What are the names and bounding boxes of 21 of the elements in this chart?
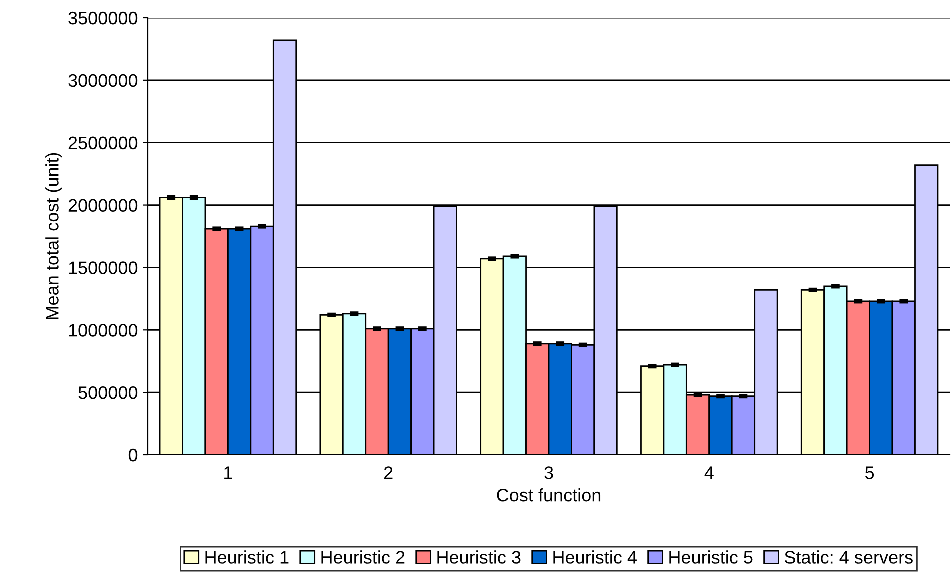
legend-label: Heuristic 1: [206, 550, 289, 564]
y-tick-label: 3500000: [68, 12, 138, 25]
x-tick-label: 5: [866, 466, 874, 480]
legend-label: Heuristic 2: [322, 550, 405, 564]
legend-label: Heuristic 4: [554, 550, 637, 564]
x-tick-label: 3: [544, 466, 554, 480]
y-tick-label: 500000: [78, 386, 138, 400]
legend-label: Heuristic 5: [670, 550, 753, 564]
y-tick-label: 0: [128, 448, 138, 462]
x-tick-label: 2: [384, 466, 393, 480]
x-tick-label: 4: [704, 466, 714, 480]
x-axis-title: Cost function: [497, 488, 601, 502]
legend-label: Static: 4 servers: [784, 550, 913, 564]
y-tick-label: 2500000: [68, 136, 138, 150]
legend-label: Heuristic 3: [438, 550, 521, 564]
y-tick-label: 2000000: [68, 199, 138, 212]
y-axis-title: Mean total cost (unit): [46, 153, 62, 320]
y-tick-label: 1000000: [69, 324, 138, 337]
y-tick-label: 3000000: [68, 74, 138, 88]
y-tick-label: 1500000: [69, 262, 138, 274]
x-tick-label: 1: [224, 466, 232, 480]
